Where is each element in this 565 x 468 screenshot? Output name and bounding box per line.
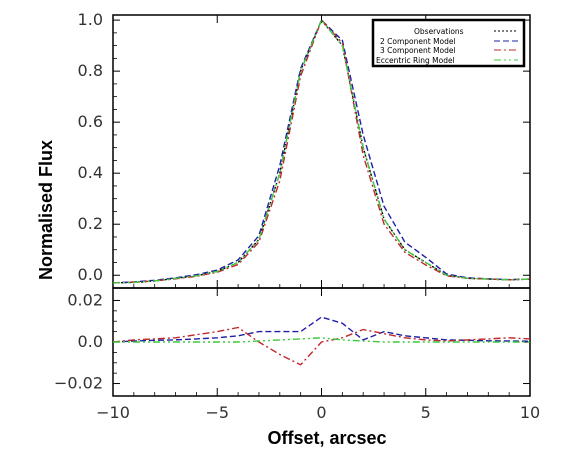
main-y-tick-label: 0.0: [78, 265, 103, 284]
main-y-tick-label: 0.8: [78, 61, 103, 80]
main-series-observations: [112, 19, 531, 284]
legend-label-observations: Observations: [414, 27, 464, 36]
x-axis-label: Offset, arcsec: [267, 428, 386, 448]
main-series-2-component-model: [112, 19, 531, 284]
x-tick-label: 10: [520, 403, 540, 422]
legend-label-eccentric-ring: Eccentric Ring Model: [376, 56, 455, 65]
residuals-y-tick-label: −0.02: [54, 374, 103, 393]
legend: Observations 2 Component Model 3 Compone…: [371, 18, 526, 68]
legend-box: [371, 18, 526, 68]
series-lines: [112, 19, 531, 366]
legend-label-2-component: 2 Component Model: [380, 37, 456, 46]
y-axis-label: Normalised Flux: [36, 140, 56, 280]
main-y-tick-label: 0.6: [78, 112, 103, 131]
legend-label-3-component: 3 Component Model: [380, 46, 456, 55]
residuals-y-tick-label: 0.0: [78, 332, 103, 351]
x-tick-label: 0: [316, 403, 326, 422]
x-tick-label: 5: [421, 403, 431, 422]
tick-labels: 0.0 0.2 0.4 0.6 0.8 1.0 −0.02 0.0 0.02 −10 −5 0 5 10: [54, 10, 540, 422]
main-y-tick-label: 1.0: [78, 10, 103, 29]
x-tick-label: −10: [96, 403, 130, 422]
x-tick-label: −5: [205, 403, 229, 422]
residuals-y-tick-label: 0.02: [67, 290, 103, 309]
main-y-tick-label: 0.4: [78, 163, 103, 182]
axis-ticks: [112, 15, 531, 396]
main-y-tick-label: 0.2: [78, 214, 103, 233]
residuals-series-3-component-model: [112, 326, 531, 366]
